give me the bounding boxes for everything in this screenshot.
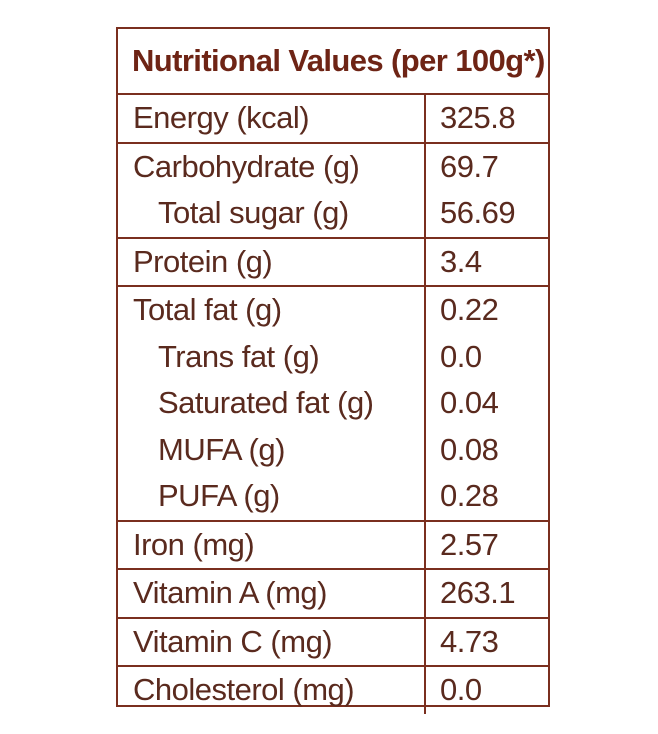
nutrient-name: Protein (g)	[133, 243, 273, 279]
nutrient-value-column: 0.0	[426, 667, 548, 714]
nutrient-value: 0.0	[440, 672, 482, 708]
nutrient-value-column: 263.1	[426, 570, 548, 617]
nutrient-value: 0.22	[440, 292, 499, 328]
sub-nutrient-name: PUFA (g)	[158, 478, 280, 514]
sub-nutrient-name: MUFA (g)	[158, 431, 285, 467]
nutrient-value: 263.1	[440, 575, 516, 611]
nutrient-value: 325.8	[440, 100, 516, 136]
nutrient-group: Energy (kcal) 325.8	[118, 95, 548, 144]
nutrient-name-column: Protein (g)	[118, 238, 426, 285]
nutrient-value: 0.0	[440, 338, 482, 374]
nutrient-value-column: 3.4	[426, 239, 548, 286]
nutrient-name: Cholesterol (mg)	[133, 672, 355, 708]
nutrient-name-column: Energy (kcal)	[118, 95, 426, 142]
sub-nutrient-name: Trans fat (g)	[158, 338, 320, 374]
nutrition-table: Nutritional Values (per 100g*) Energy (k…	[116, 27, 550, 714]
nutrient-name-column: Cholesterol (mg)	[118, 667, 426, 714]
nutrient-name: Iron (mg)	[133, 526, 255, 562]
nutrient-value: 4.73	[440, 623, 499, 659]
nutrient-name: Energy (kcal)	[133, 100, 310, 136]
nutrient-group: Total fat (g) Trans fat (g) Saturated fat …	[118, 287, 548, 522]
nutrient-value: 0.08	[440, 431, 499, 467]
nutrient-name-column: Total fat (g) Trans fat (g) Saturated fat …	[118, 287, 426, 520]
nutrient-value: 3.4	[440, 243, 482, 279]
nutrient-group: Cholesterol (mg) 0.0	[118, 667, 548, 714]
nutrient-value: 0.28	[440, 478, 499, 514]
nutrient-name-column: Carbohydrate (g) Total sugar (g)	[118, 143, 426, 237]
nutrient-value-column: 2.57	[426, 522, 548, 569]
sub-nutrient-name: Total sugar (g)	[158, 195, 349, 231]
nutrient-name-column: Vitamin A (mg)	[118, 570, 426, 617]
nutrient-name: Total fat (g)	[133, 292, 282, 328]
nutrient-name-column: Iron (mg)	[118, 521, 426, 568]
nutrient-name-column: Vitamin C (mg)	[118, 618, 426, 665]
sub-nutrient-name: Saturated fat (g)	[158, 385, 374, 421]
nutrient-value: 69.7	[440, 148, 499, 184]
nutrient-group: Protein (g) 3.4	[118, 238, 548, 287]
table-title: Nutritional Values (per 100g*)	[118, 29, 548, 95]
nutrient-value-column: 0.22 0.0 0.04 0.08 0.28	[426, 287, 548, 520]
nutrient-group: Vitamin C (mg) 4.73	[118, 618, 548, 667]
nutrient-group: Vitamin A (mg) 263.1	[118, 570, 548, 619]
nutrient-value: 2.57	[440, 526, 499, 562]
nutrient-name: Vitamin C (mg)	[133, 623, 333, 659]
nutrient-name: Vitamin A (mg)	[133, 575, 328, 611]
nutrient-name: Carbohydrate (g)	[133, 148, 360, 184]
nutrient-value-column: 4.73	[426, 619, 548, 666]
nutrient-group: Carbohydrate (g) Total sugar (g) 69.7 56.69	[118, 143, 548, 239]
nutrient-value-column: 325.8	[426, 95, 548, 142]
nutrient-value: 0.04	[440, 385, 499, 421]
nutrient-group: Iron (mg) 2.57	[118, 521, 548, 570]
table-body: Energy (kcal) 325.8 Carbohydrate (g) Total …	[118, 95, 548, 714]
nutrient-value-column: 69.7 56.69	[426, 144, 548, 237]
nutrient-value: 56.69	[440, 195, 516, 231]
